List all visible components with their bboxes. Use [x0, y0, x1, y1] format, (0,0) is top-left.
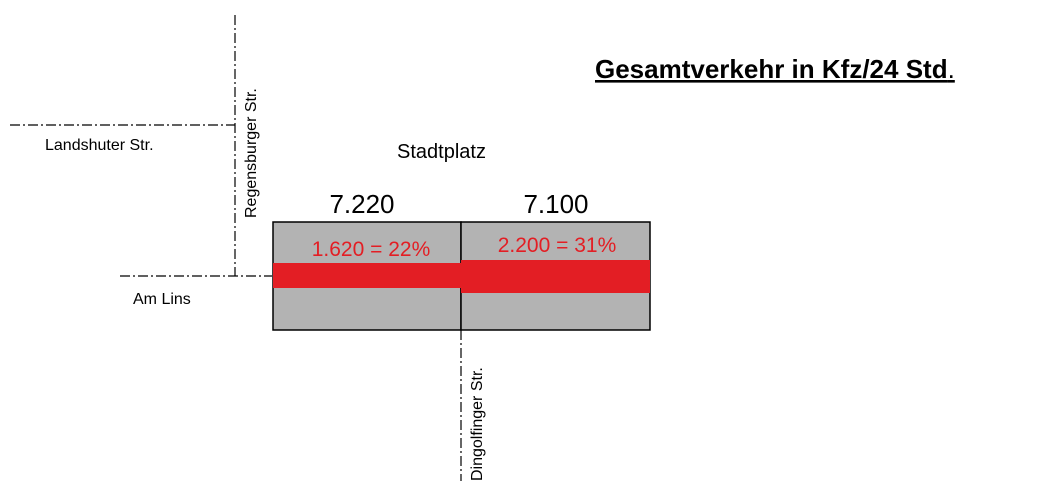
segment-share: 2.200 = 31% — [498, 234, 617, 257]
share-band — [273, 263, 461, 288]
segment-total: 7.100 — [523, 189, 588, 219]
street-label: Regensburger Str. — [243, 88, 260, 218]
segment-share: 1.620 = 22% — [312, 238, 431, 261]
street-label: Landshuter Str. — [45, 137, 154, 154]
title-text: Gesamtverkehr in Kfz/24 Std — [595, 54, 948, 84]
title: Gesamtverkehr in Kfz/24 Std. — [595, 54, 955, 84]
place-label: Stadtplatz — [397, 141, 486, 163]
street-label: Dingolfinger Str. — [469, 367, 486, 481]
share-band — [461, 260, 650, 293]
street-label: Am Lins — [133, 291, 191, 308]
title-end: . — [948, 54, 955, 84]
segment-total: 7.220 — [329, 189, 394, 219]
